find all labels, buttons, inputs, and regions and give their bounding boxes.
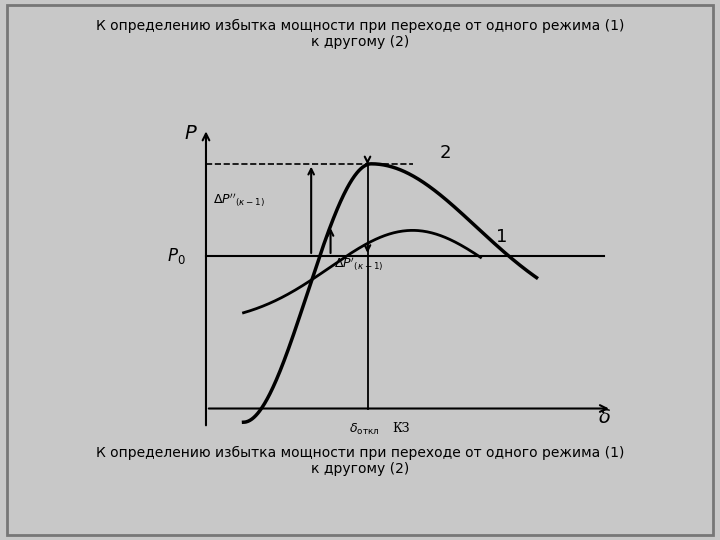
Text: $2$: $2$ <box>439 144 451 162</box>
Text: $\delta$: $\delta$ <box>598 409 611 427</box>
Text: $\Delta P'_{(\kappa-1)}$: $\Delta P'_{(\kappa-1)}$ <box>334 255 384 273</box>
Text: К определению избытка мощности при переходе от одного режима (1)
к другому (2): К определению избытка мощности при перех… <box>96 446 624 476</box>
Text: $\Delta P''_{(\kappa-1)}$: $\Delta P''_{(\kappa-1)}$ <box>214 191 265 209</box>
Text: $1$: $1$ <box>495 228 507 246</box>
Text: $\delta_{\rm откл}$: $\delta_{\rm откл}$ <box>348 422 379 437</box>
Text: КЗ: КЗ <box>392 422 410 435</box>
Text: $P_0$: $P_0$ <box>166 246 185 266</box>
Text: К определению избытка мощности при переходе от одного режима (1)
к другому (2): К определению избытка мощности при перех… <box>96 19 624 49</box>
Text: $P$: $P$ <box>184 125 198 144</box>
